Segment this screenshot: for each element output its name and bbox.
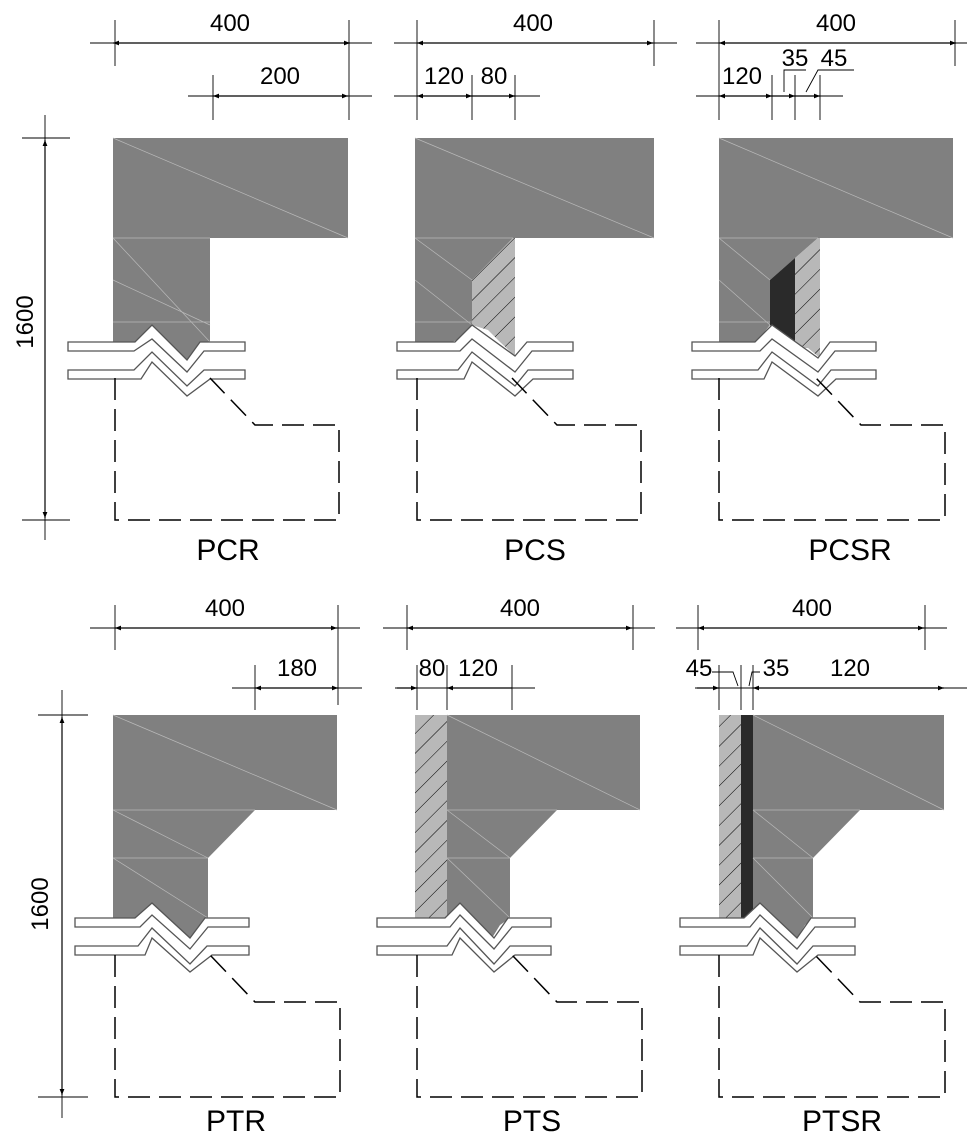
pcr-dim-1600-text: 1600 — [12, 295, 39, 348]
pts-label: PTS — [503, 1105, 561, 1135]
pts-dim-400-text: 400 — [500, 595, 540, 622]
ptsr-dim-120-text: 120 — [830, 655, 870, 682]
pts-dim-80-text: 80 — [419, 655, 446, 682]
pcs-break-symbol — [396, 324, 574, 373]
pcsr-resin-layer — [770, 258, 795, 348]
pcs-concrete-section — [415, 138, 654, 342]
specimen-pcsr: 400 120 35 45 PCSR — [691, 10, 967, 567]
pcr-break-symbol-lower — [67, 351, 246, 397]
ptsr-resin-layer — [741, 715, 753, 918]
ptsr-concrete-section — [753, 715, 944, 938]
pcsr-concrete-section — [719, 138, 953, 342]
specimen-pcr: 400 200 1600 PCR — [12, 10, 372, 567]
pcs-dim-80-text: 80 — [481, 63, 508, 90]
pcsr-mesh-lines — [718, 137, 954, 326]
ptsr-dim-35-text: 35 — [763, 655, 790, 682]
specimen-pcs: 400 120 80 PCS — [394, 10, 677, 567]
pcs-label: PCS — [504, 534, 566, 567]
specimen-ptsr: 400 45 35 120 PTSR — [676, 595, 967, 1135]
ptr-mesh-lines — [112, 714, 338, 919]
pcs-break-symbol-lower — [396, 351, 574, 397]
ptr-label: PTR — [206, 1105, 266, 1135]
pts-mesh-lines — [446, 714, 641, 919]
ptr-concrete-section — [113, 715, 337, 938]
pcr-label: PCR — [196, 534, 259, 567]
pcsr-dim-120-text: 120 — [722, 63, 762, 90]
pts-hidden-outline — [416, 954, 643, 1098]
pcsr-break-symbol — [691, 324, 877, 373]
pts-break-symbol — [376, 902, 552, 950]
specimen-pts: 400 80 120 PTS — [376, 595, 655, 1135]
ptsr-hidden-outline — [718, 954, 946, 1098]
pcsr-hatched-strengthening-layer — [795, 238, 820, 358]
pcsr-hidden-outline — [718, 377, 946, 521]
ptsr-dim-45-text: 45 — [686, 655, 713, 682]
specimen-ptr: 400 180 1600 PTR — [27, 595, 362, 1135]
ptr-break-symbol — [74, 902, 250, 950]
pcr-mesh-lines — [112, 137, 349, 343]
pcs-dim-400-text: 400 — [513, 10, 553, 37]
ptsr-dim-400-text: 400 — [792, 595, 832, 622]
pts-dim-120-text: 120 — [458, 655, 498, 682]
pcr-dim-400-text: 400 — [210, 10, 250, 37]
ptr-dim-180-text: 180 — [277, 655, 317, 682]
pcs-hatched-strengthening-layer — [472, 238, 515, 356]
pcr-break-symbol — [67, 324, 246, 373]
pcsr-dim-400-text: 400 — [816, 10, 856, 37]
ptsr-break-symbol — [679, 902, 856, 950]
pcsr-dim-45-text: 45 — [821, 45, 848, 72]
pcsr-dim-35-text: 35 — [782, 45, 809, 72]
pcr-hidden-outline — [114, 377, 340, 521]
ptr-dim-1600-text: 1600 — [27, 877, 54, 930]
pcs-hidden-outline — [416, 377, 642, 521]
pcsr-label: PCSR — [808, 534, 891, 567]
pcsr-break-symbol-lower — [691, 351, 877, 397]
ptsr-mesh-lines — [752, 714, 945, 919]
ptsr-hatched-strengthening-layer — [719, 715, 741, 918]
ptsr-label: PTSR — [802, 1105, 882, 1135]
pcr-dim-200-text: 200 — [260, 63, 300, 90]
pcs-dim-120-text: 120 — [424, 63, 464, 90]
ptr-break-symbol-lower — [74, 927, 250, 973]
pcs-mesh-lines — [414, 137, 655, 326]
ptr-dim-400-text: 400 — [205, 595, 245, 622]
pts-break-symbol-lower — [376, 926, 552, 973]
ptr-hidden-outline — [114, 954, 341, 1098]
pcr-concrete-section — [113, 138, 348, 360]
ptsr-break-symbol-lower — [679, 927, 856, 973]
pts-concrete-section — [447, 715, 640, 938]
pts-hatched-strengthening-layer — [415, 715, 447, 918]
